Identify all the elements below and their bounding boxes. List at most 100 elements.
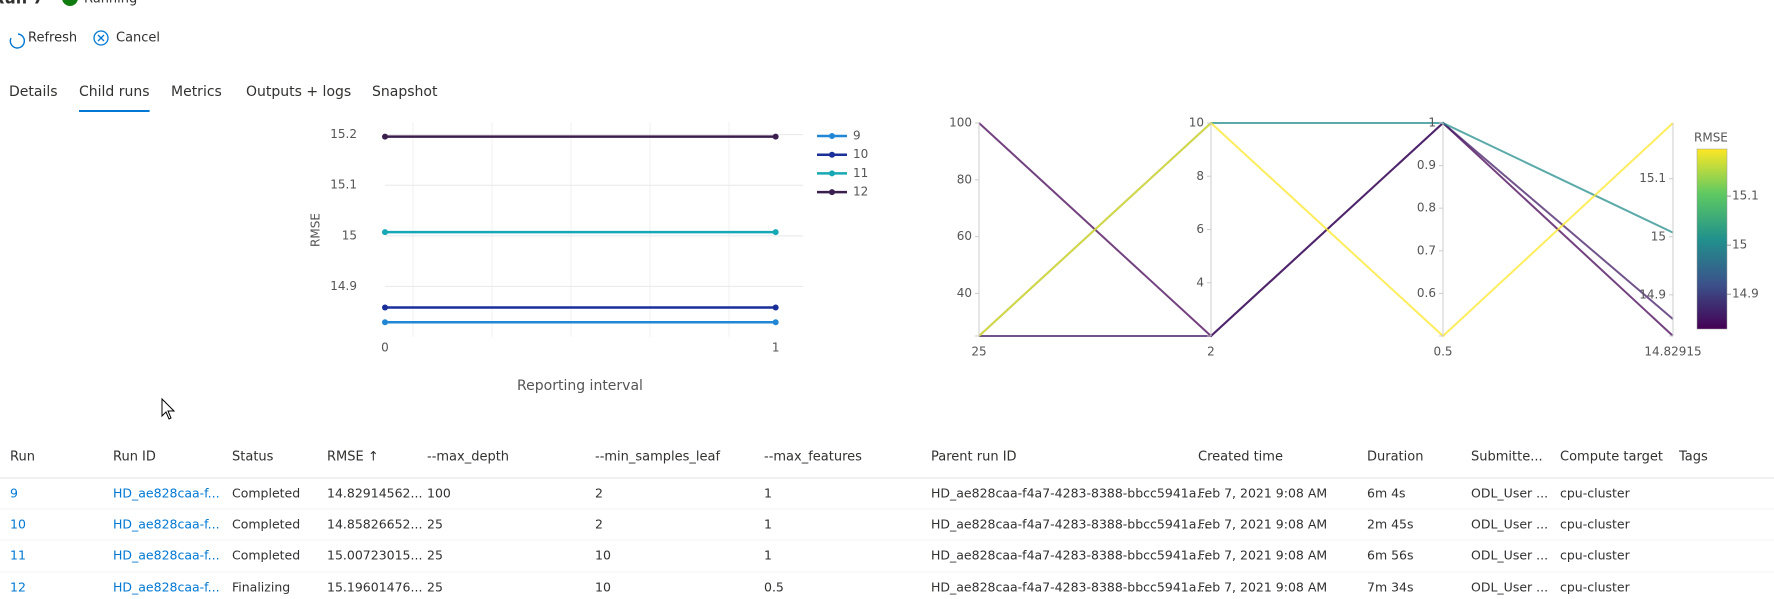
series-point: [382, 319, 388, 326]
cell-link[interactable]: 12: [10, 580, 26, 595]
cell: HD_ae828caa-f4a7-4283-8388-bbcc5941a...: [931, 517, 1208, 532]
parallel-tick-label: 15: [1651, 229, 1666, 243]
parallel-tick-label: 60: [957, 229, 972, 243]
series-point: [382, 229, 388, 236]
column-header[interactable]: Duration: [1367, 450, 1423, 465]
y-tick-label: 14.9: [330, 279, 357, 293]
cell: Feb 7, 2021 9:08 AM: [1198, 548, 1327, 563]
series-point: [772, 319, 779, 326]
parallel-tick-label: 8: [1196, 169, 1204, 183]
cell-link[interactable]: HD_ae828caa-f...: [113, 517, 220, 532]
cell: 14.85826652...: [327, 517, 422, 532]
cell: 25: [427, 580, 443, 595]
cell: Feb 7, 2021 9:08 AM: [1198, 486, 1327, 501]
legend-label[interactable]: 10: [853, 147, 868, 161]
cell: 10: [595, 580, 611, 595]
column-header[interactable]: Status: [232, 450, 274, 465]
legend-label[interactable]: 9: [853, 129, 861, 143]
parallel-tick-label: 10: [1189, 116, 1204, 130]
cancel-label[interactable]: Cancel: [116, 31, 160, 46]
parallel-tick-label: 14.82915: [1644, 345, 1701, 359]
cell: 1: [764, 548, 772, 563]
colorbar-tick-label: 14.9: [1732, 287, 1759, 301]
y-axis-label: RMSE: [309, 213, 323, 247]
column-header[interactable]: Created time: [1198, 450, 1283, 465]
cell: 25: [427, 517, 443, 532]
parallel-tick-label: 0.5: [1433, 345, 1452, 359]
cell: 10: [595, 548, 611, 563]
cell: 1: [764, 486, 772, 501]
cell-link[interactable]: HD_ae828caa-f...: [113, 580, 220, 595]
colorbar: [1696, 148, 1728, 330]
refresh-button[interactable]: Refresh: [9, 31, 77, 49]
legend-marker: [829, 189, 835, 196]
cell: Completed: [232, 548, 300, 563]
tab[interactable]: Details: [9, 84, 58, 100]
tab[interactable]: Outputs + logs: [246, 84, 351, 100]
series-point: [772, 304, 779, 311]
cancel-icon: [93, 30, 109, 46]
cell: 6m 4s: [1367, 486, 1406, 501]
cell: 100: [427, 486, 451, 501]
parallel-tick-label: 0.7: [1417, 243, 1436, 257]
colorbar-tick-label: 15: [1732, 238, 1747, 252]
parallel-tick-label: 0.6: [1417, 286, 1436, 300]
x-tick-label: 0: [381, 341, 389, 355]
mouse-cursor: [161, 397, 176, 420]
colorbar-title: RMSE: [1694, 131, 1728, 145]
column-header[interactable]: Submitte...: [1471, 450, 1543, 465]
cell-link[interactable]: 10: [10, 517, 26, 532]
column-header[interactable]: RMSE ↑: [327, 450, 379, 465]
column-header[interactable]: Compute target: [1560, 450, 1663, 465]
cell: Finalizing: [232, 580, 290, 595]
parallel-tick-label: 0.9: [1417, 158, 1436, 172]
column-header[interactable]: --max_depth: [427, 450, 509, 465]
cell: Feb 7, 2021 9:08 AM: [1198, 517, 1327, 532]
y-tick-label: 15.1: [330, 178, 357, 192]
series-point: [772, 229, 779, 236]
cell: 2: [595, 486, 603, 501]
legend-label[interactable]: 11: [853, 166, 868, 180]
tab-underline: [79, 110, 150, 112]
parallel-tick-label: 15.1: [1639, 171, 1666, 185]
parallel-tick-label: 6: [1196, 222, 1204, 236]
parallel-tick-label: 0.8: [1417, 201, 1436, 215]
parallel-tick-label: 1: [1428, 116, 1436, 130]
cell-link[interactable]: HD_ae828caa-f...: [113, 548, 220, 563]
cancel-button[interactable]: Cancel: [93, 30, 160, 46]
x-axis-label: Reporting interval: [517, 378, 643, 394]
column-header[interactable]: --min_samples_leaf: [595, 450, 721, 465]
cell: 2: [595, 517, 603, 532]
column-header[interactable]: --max_features: [764, 450, 862, 465]
cell: 15.00723015...: [327, 548, 422, 563]
run-status: Running: [84, 0, 137, 7]
tab[interactable]: Child runs: [79, 84, 150, 100]
cell-link[interactable]: HD_ae828caa-f...: [113, 486, 220, 501]
legend-marker: [829, 151, 835, 158]
legend-label[interactable]: 12: [853, 185, 868, 199]
cell: Feb 7, 2021 9:08 AM: [1198, 580, 1327, 595]
cancel-icon-x: [97, 34, 105, 42]
cell-link[interactable]: 11: [10, 548, 26, 563]
column-header[interactable]: Tags: [1678, 450, 1708, 465]
cell: cpu-cluster: [1560, 517, 1631, 532]
tab[interactable]: Metrics: [171, 84, 222, 100]
column-header[interactable]: Parent run ID: [931, 450, 1017, 465]
column-header[interactable]: Run: [10, 450, 35, 465]
cell: 14.82914562...: [327, 486, 422, 501]
cell-link[interactable]: 9: [10, 486, 18, 501]
status-icon: [62, 0, 78, 6]
series-point: [382, 133, 388, 140]
y-tick-label: 15: [342, 228, 357, 242]
tab[interactable]: Snapshot: [372, 84, 438, 100]
parallel-tick-label: 80: [957, 172, 972, 186]
refresh-icon: [9, 33, 26, 49]
column-header[interactable]: Run ID: [113, 450, 156, 465]
cell: HD_ae828caa-f4a7-4283-8388-bbcc5941a...: [931, 548, 1208, 563]
series-point: [772, 133, 779, 140]
run-title: Run 7: [0, 0, 44, 8]
refresh-label[interactable]: Refresh: [28, 31, 77, 46]
cell: ODL_User ...: [1471, 548, 1548, 563]
